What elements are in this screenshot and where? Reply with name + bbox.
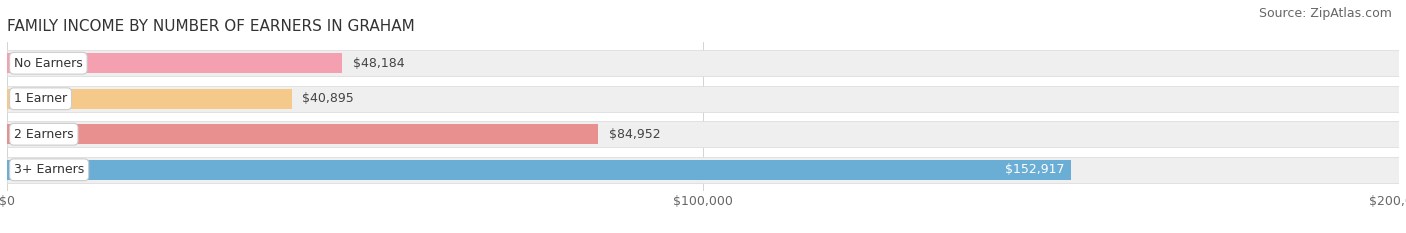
Text: Source: ZipAtlas.com: Source: ZipAtlas.com xyxy=(1258,7,1392,20)
Text: 2 Earners: 2 Earners xyxy=(14,128,73,141)
Text: $84,952: $84,952 xyxy=(609,128,661,141)
Text: No Earners: No Earners xyxy=(14,57,83,70)
Text: FAMILY INCOME BY NUMBER OF EARNERS IN GRAHAM: FAMILY INCOME BY NUMBER OF EARNERS IN GR… xyxy=(7,19,415,34)
Bar xyxy=(7,124,599,144)
Text: $48,184: $48,184 xyxy=(353,57,405,70)
Bar xyxy=(7,89,291,109)
Bar xyxy=(7,121,1399,147)
Text: 1 Earner: 1 Earner xyxy=(14,92,67,105)
Text: $152,917: $152,917 xyxy=(1005,163,1064,176)
Bar xyxy=(7,160,1071,179)
Bar xyxy=(7,54,343,73)
Bar xyxy=(7,157,1399,183)
Text: 3+ Earners: 3+ Earners xyxy=(14,163,84,176)
Text: $40,895: $40,895 xyxy=(302,92,354,105)
Bar xyxy=(7,86,1399,112)
Bar xyxy=(7,50,1399,76)
